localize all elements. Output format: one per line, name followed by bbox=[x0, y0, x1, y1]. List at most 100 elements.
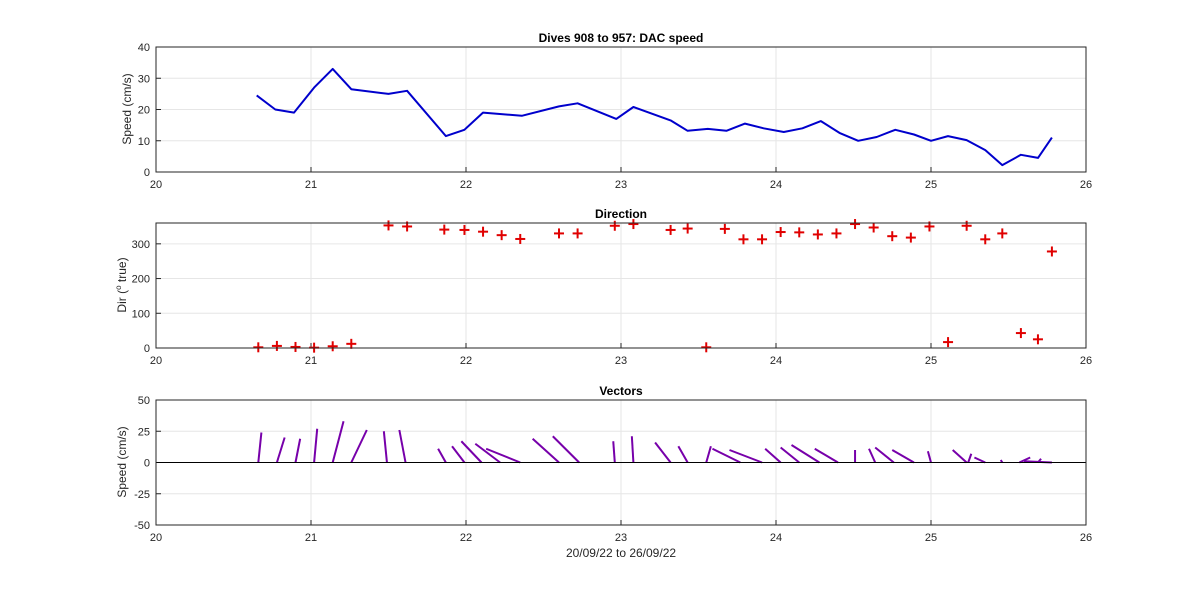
speed-ytick-label: 20 bbox=[138, 105, 150, 117]
vectors-xtick-label: 21 bbox=[305, 532, 317, 544]
vectors-vector bbox=[552, 435, 580, 464]
direction-marker bbox=[609, 220, 620, 231]
speed-panel: Dives 908 to 957: DAC speed Speed (cm/s)… bbox=[120, 31, 1092, 191]
direction-ylabel-end: true) bbox=[115, 257, 129, 285]
vectors-xtick-label: 26 bbox=[1080, 532, 1092, 544]
direction-panel: Direction Dir (o true) 20 21 22 23 24 25 26 0 10… bbox=[114, 207, 1092, 367]
vectors-vector bbox=[460, 440, 483, 464]
vectors-vector bbox=[973, 456, 986, 464]
vectors-vector bbox=[677, 445, 689, 463]
vectors-vector bbox=[952, 449, 968, 464]
direction-marker bbox=[346, 338, 357, 349]
direction-ylabel-start: Dir ( bbox=[115, 290, 129, 313]
vectors-vector bbox=[874, 446, 895, 464]
direction-ytick-label: 0 bbox=[144, 343, 150, 355]
vectors-vector bbox=[630, 436, 635, 463]
direction-marker bbox=[905, 232, 916, 243]
direction-panel-ylabel: Dir (o true) bbox=[114, 257, 129, 312]
direction-marker bbox=[831, 228, 842, 239]
direction-marker bbox=[887, 231, 898, 242]
vectors-xtick-label: 23 bbox=[615, 532, 627, 544]
vectors-vector bbox=[531, 438, 560, 464]
speed-panel-frame bbox=[155, 46, 1087, 173]
vectors-vector bbox=[350, 429, 368, 463]
vectors-vector bbox=[780, 446, 800, 464]
direction-marker bbox=[459, 224, 470, 235]
direction-marker bbox=[943, 337, 954, 348]
vectors-vector bbox=[868, 448, 877, 463]
direction-marker bbox=[738, 234, 749, 245]
vectors-vector bbox=[1018, 456, 1031, 464]
vectors-vector bbox=[712, 447, 741, 464]
direction-marker bbox=[496, 230, 507, 241]
speed-ytick-label: 40 bbox=[138, 42, 150, 54]
vectors-vector bbox=[814, 447, 839, 464]
vectors-vector bbox=[437, 448, 447, 463]
vectors-panel-marks bbox=[156, 420, 1086, 464]
direction-xtick-label: 22 bbox=[460, 355, 472, 367]
direction-marker bbox=[1015, 328, 1026, 339]
speed-xtick-label: 24 bbox=[770, 179, 782, 191]
vectors-vector bbox=[398, 429, 407, 463]
speed-ytick-label: 10 bbox=[138, 136, 150, 148]
vectors-vector bbox=[705, 445, 712, 463]
direction-xtick-label: 24 bbox=[770, 355, 782, 367]
vectors-xtick-label: 25 bbox=[925, 532, 937, 544]
vectors-vector bbox=[729, 449, 763, 464]
vectors-vector bbox=[294, 438, 302, 463]
speed-panel-ticks: 20 21 22 23 24 25 26 0 10 20 30 40 bbox=[138, 42, 1092, 191]
direction-marker bbox=[628, 219, 639, 230]
direction-panel-title: Direction bbox=[595, 207, 647, 221]
vectors-vector bbox=[275, 437, 286, 463]
direction-ytick-label: 100 bbox=[132, 308, 150, 320]
vectors-vector bbox=[764, 448, 782, 464]
speed-xtick-label: 22 bbox=[460, 179, 472, 191]
direction-marker bbox=[478, 226, 489, 237]
direction-marker bbox=[850, 219, 861, 230]
speed-xtick-label: 25 bbox=[925, 179, 937, 191]
speed-xtick-label: 20 bbox=[150, 179, 162, 191]
direction-marker bbox=[253, 342, 264, 353]
speed-xtick-label: 21 bbox=[305, 179, 317, 191]
vectors-ytick-label: -25 bbox=[134, 489, 150, 501]
direction-marker bbox=[439, 224, 450, 235]
direction-marker bbox=[383, 220, 394, 231]
direction-marker bbox=[997, 228, 1008, 239]
vectors-panel-ticks: 20 21 22 23 24 25 26 -50 -25 0 25 50 bbox=[134, 395, 1092, 544]
vectors-ytick-label: -50 bbox=[134, 520, 150, 532]
direction-marker bbox=[327, 341, 338, 352]
vectors-vector bbox=[926, 450, 932, 463]
vectors-vector bbox=[382, 431, 388, 463]
direction-marker bbox=[515, 233, 526, 244]
direction-marker bbox=[794, 227, 805, 238]
speed-ytick-label: 0 bbox=[144, 167, 150, 179]
speed-panel-ylabel: Speed (cm/s) bbox=[120, 73, 134, 144]
vectors-ytick-label: 0 bbox=[144, 458, 150, 470]
direction-xtick-label: 21 bbox=[305, 355, 317, 367]
vectors-xtick-label: 22 bbox=[460, 532, 472, 544]
direction-marker bbox=[1032, 334, 1043, 345]
direction-marker bbox=[775, 227, 786, 238]
vectors-vector bbox=[451, 445, 466, 464]
direction-marker bbox=[868, 222, 879, 233]
vectors-vector bbox=[331, 420, 345, 463]
direction-marker bbox=[271, 340, 282, 351]
vectors-vector bbox=[612, 441, 616, 463]
direction-xtick-label: 26 bbox=[1080, 355, 1092, 367]
vectors-panel: Vectors Speed (cm/s) 20/09/22 to 26/09/2… bbox=[115, 384, 1092, 560]
vectors-panel-xlabel: 20/09/22 to 26/09/22 bbox=[566, 546, 676, 560]
vectors-ytick-label: 50 bbox=[138, 395, 150, 407]
direction-ylabel-degree: o bbox=[114, 285, 123, 290]
vectors-vector bbox=[967, 453, 973, 463]
direction-marker bbox=[980, 234, 991, 245]
vectors-ytick-label: 25 bbox=[138, 426, 150, 438]
speed-xtick-label: 26 bbox=[1080, 179, 1092, 191]
direction-marker bbox=[572, 228, 583, 239]
vectors-vector bbox=[474, 442, 501, 464]
vectors-panel-title: Vectors bbox=[599, 384, 643, 398]
direction-panel-frame bbox=[155, 222, 1087, 349]
direction-xtick-label: 25 bbox=[925, 355, 937, 367]
vectors-panel-ylabel: Speed (cm/s) bbox=[115, 426, 129, 497]
direction-marker bbox=[812, 229, 823, 240]
direction-marker bbox=[719, 223, 730, 234]
